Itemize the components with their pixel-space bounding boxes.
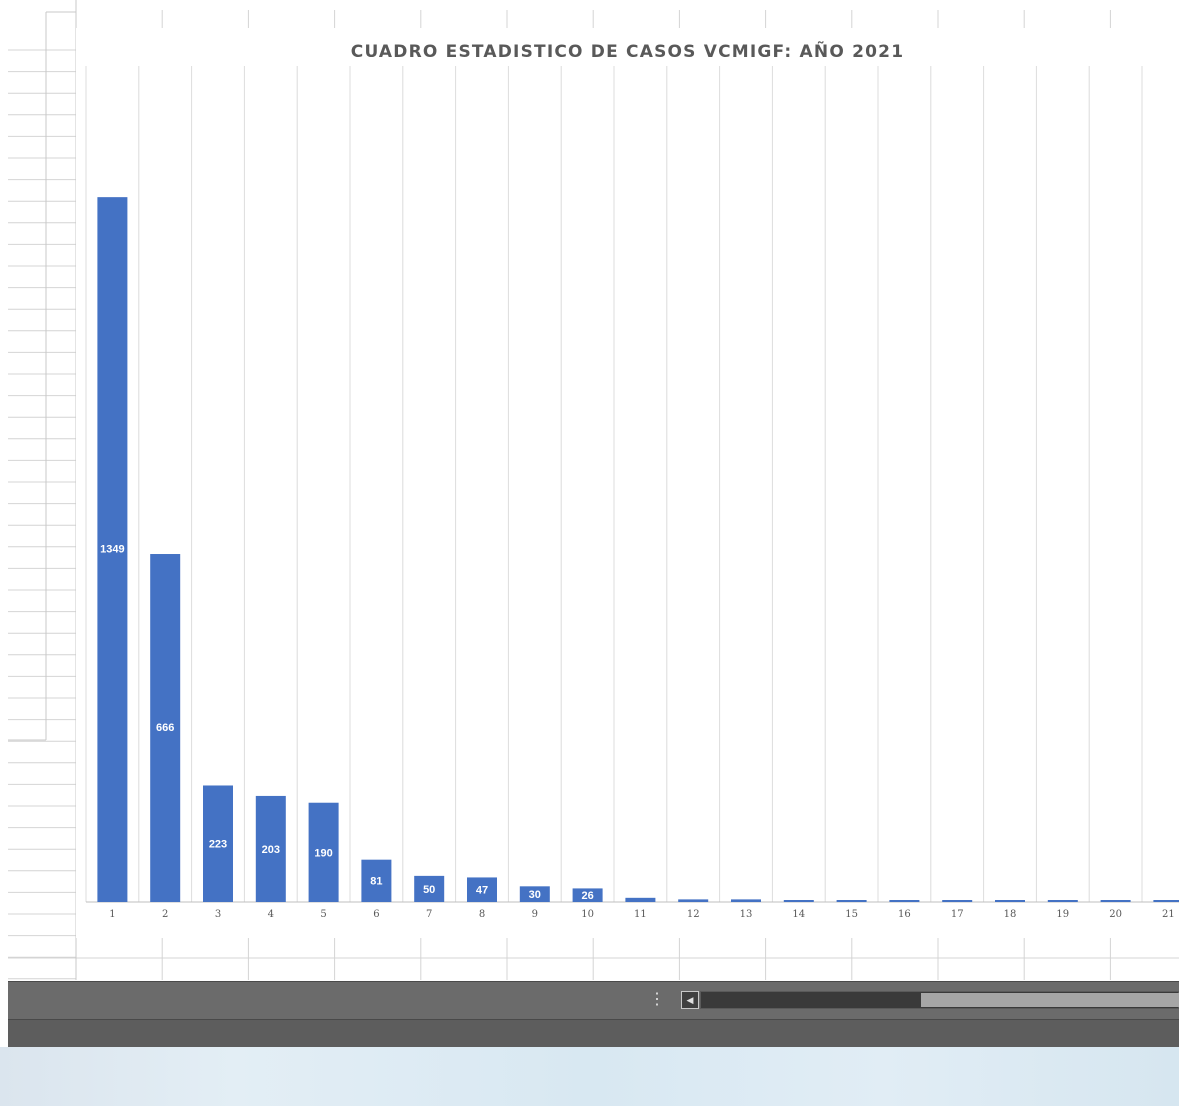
bar[interactable] bbox=[783, 900, 814, 902]
x-tick-label: 8 bbox=[479, 909, 485, 920]
x-tick-label: 9 bbox=[532, 909, 538, 920]
x-tick-label: 14 bbox=[792, 909, 805, 920]
bar[interactable] bbox=[836, 900, 867, 902]
bar[interactable] bbox=[942, 900, 973, 902]
status-bar bbox=[8, 1019, 1179, 1048]
x-tick-label: 20 bbox=[1109, 909, 1122, 920]
bar[interactable] bbox=[731, 899, 761, 902]
x-tick-label: 12 bbox=[687, 909, 700, 920]
data-label: 81 bbox=[370, 876, 382, 888]
horizontal-scroll-thumb[interactable] bbox=[921, 993, 1179, 1007]
bar[interactable] bbox=[203, 785, 233, 902]
data-label: 223 bbox=[209, 839, 227, 851]
bar[interactable] bbox=[572, 888, 603, 902]
gridlines bbox=[85, 66, 1143, 902]
bar[interactable] bbox=[889, 900, 920, 902]
data-label: 190 bbox=[314, 847, 332, 859]
bar[interactable] bbox=[519, 886, 550, 902]
chart-title: CUADRO ESTADISTICO DE CASOS VCMIGF: AÑO … bbox=[350, 42, 905, 62]
x-tick-label: 1 bbox=[109, 909, 115, 920]
bar[interactable] bbox=[308, 802, 339, 902]
bar[interactable] bbox=[678, 899, 709, 902]
bar[interactable] bbox=[150, 554, 181, 902]
x-tick-label: 11 bbox=[634, 909, 647, 920]
bar[interactable] bbox=[995, 900, 1025, 902]
x-tick-label: 4 bbox=[268, 909, 274, 920]
bars: 1349 666 223 203 190 81 50 47 30 26 bbox=[97, 197, 1179, 902]
bar[interactable] bbox=[97, 197, 128, 902]
x-tick-label: 17 bbox=[951, 909, 964, 920]
horizontal-scrollbar[interactable] bbox=[700, 991, 1179, 1009]
data-label: 666 bbox=[156, 722, 174, 734]
x-tick-label: 18 bbox=[1004, 909, 1017, 920]
x-tick-label: 13 bbox=[740, 909, 753, 920]
x-tick-label: 15 bbox=[845, 909, 858, 920]
x-tick-label: 3 bbox=[215, 909, 221, 920]
data-label: 30 bbox=[529, 889, 541, 901]
data-label: 1349 bbox=[100, 543, 124, 555]
chart[interactable]: 1349 666 223 203 190 81 50 47 30 26 1 2 3 4 5 6 7 8 9 10 11 1… bbox=[76, 28, 1179, 938]
x-tick-label: 16 bbox=[898, 909, 911, 920]
bar[interactable] bbox=[625, 897, 656, 902]
bar[interactable] bbox=[255, 795, 286, 902]
x-tick-label: 10 bbox=[581, 909, 594, 920]
bar[interactable] bbox=[467, 877, 497, 902]
bar[interactable] bbox=[361, 859, 392, 902]
bar[interactable] bbox=[1047, 900, 1078, 902]
bar[interactable] bbox=[1153, 900, 1179, 902]
x-tick-label: 21 bbox=[1162, 909, 1175, 920]
x-tick-label: 7 bbox=[426, 909, 432, 920]
data-label: 50 bbox=[423, 884, 435, 896]
vertical-ellipsis-icon[interactable]: ⋮ bbox=[649, 991, 665, 1008]
desktop-background bbox=[0, 1047, 1179, 1106]
data-label: 203 bbox=[262, 844, 280, 856]
scroll-left-button[interactable]: ◀ bbox=[681, 991, 699, 1009]
x-tick-label: 2 bbox=[162, 909, 168, 920]
triangle-left-icon: ◀ bbox=[686, 995, 694, 1005]
x-tick-label: 6 bbox=[373, 909, 379, 920]
data-label: 47 bbox=[476, 885, 488, 897]
bar[interactable] bbox=[1100, 900, 1131, 902]
data-label: 26 bbox=[581, 890, 593, 902]
x-tick-label: 5 bbox=[320, 909, 326, 920]
bar[interactable] bbox=[414, 875, 445, 902]
sheet-tabs-bar: ⋮ ◀ bbox=[8, 981, 1179, 1020]
x-tick-label: 19 bbox=[1056, 909, 1069, 920]
